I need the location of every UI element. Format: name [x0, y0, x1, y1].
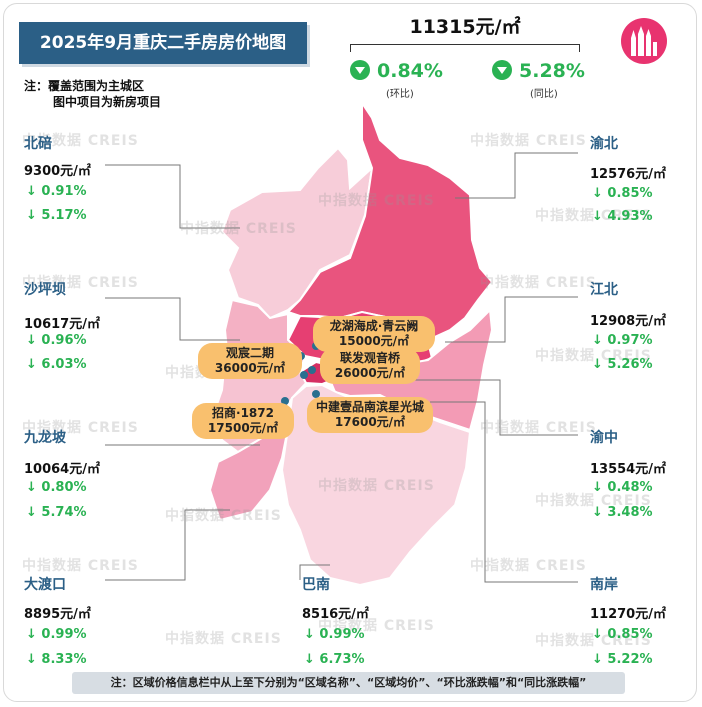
district-mom-yubei: ↓ 0.85% — [592, 186, 653, 201]
project-label-guanchen[interactable]: 观宸二期 36000元/㎡ — [198, 343, 302, 379]
avg-bracket — [350, 44, 580, 52]
project-label-lianfa[interactable]: 联发观音桥 26000元/㎡ — [320, 348, 420, 384]
district-yoy-jiangbei: ↓ 5.26% — [592, 357, 653, 372]
scope-note-line2: 图中项目为新房项目 — [53, 95, 162, 109]
district-price-jiangbei: 12908元/㎡ — [590, 314, 666, 329]
district-mom-jiangbei: ↓ 0.97% — [592, 333, 653, 348]
district-price-yuzhong: 13554元/㎡ — [590, 462, 666, 477]
district-mom-shapingba: ↓ 0.96% — [26, 333, 87, 348]
project-price: 17500元/㎡ — [207, 421, 279, 435]
watermark: 中指数据 CREIS — [535, 633, 652, 649]
project-price: 36000元/㎡ — [214, 361, 286, 375]
project-label-longhu[interactable]: 龙湖海成·青云阙 15000元/㎡ — [313, 316, 435, 352]
watermark: 中指数据 CREIS — [165, 508, 282, 524]
district-mom-jiulongpo: ↓ 0.80% — [26, 480, 87, 495]
overall-yoy-label: (同比) — [530, 89, 558, 100]
project-name: 龙湖海成·青云阙 — [329, 319, 419, 333]
project-name: 联发观音桥 — [339, 351, 400, 365]
project-price: 26000元/㎡ — [334, 366, 406, 380]
district-yoy-nanan: ↓ 5.22% — [592, 652, 653, 667]
district-name-jiangbei: 江北 — [590, 282, 618, 298]
district-name-yuzhong: 渝中 — [590, 430, 618, 446]
scope-note-line1: 注：覆盖范围为主城区 — [24, 79, 145, 93]
project-price: 17600元/㎡ — [334, 415, 406, 429]
district-yoy-yubei: ↓ 4.93% — [592, 209, 653, 224]
district-mom-dadukou: ↓ 0.99% — [26, 627, 87, 642]
region-beibei[interactable] — [220, 146, 374, 320]
district-yoy-dadukou: ↓ 8.33% — [26, 652, 87, 667]
footer-note: 注：区域价格信息栏中从上至下分别为“区域名称”、“区域均价”、“环比涨跌幅”和“… — [72, 672, 625, 694]
district-price-shapingba: 10617元/㎡ — [24, 317, 100, 332]
down-triangle-circle-icon — [492, 60, 512, 80]
district-yoy-beibei: ↓ 5.17% — [26, 208, 87, 223]
project-price: 15000元/㎡ — [338, 334, 410, 348]
project-name: 招商·1872 — [212, 406, 274, 420]
district-price-beibei: 9300元/㎡ — [24, 164, 91, 179]
district-name-shapingba: 沙坪坝 — [24, 282, 66, 298]
project-name: 中建壹品南滨星光城 — [315, 400, 424, 414]
district-price-dadukou: 8895元/㎡ — [24, 607, 91, 622]
watermark: 中指数据 CREIS — [480, 420, 597, 436]
scope-note: 注：覆盖范围为主城区 图中项目为新房项目 — [24, 78, 161, 110]
district-yoy-yuzhong: ↓ 3.48% — [592, 505, 653, 520]
watermark: 中指数据 CREIS — [180, 221, 297, 237]
district-mom-yuzhong: ↓ 0.48% — [592, 480, 653, 495]
region-banan[interactable] — [280, 383, 472, 587]
district-name-banan: 巴南 — [302, 577, 330, 593]
district-mom-banan: ↓ 0.99% — [304, 627, 365, 642]
district-yoy-jiulongpo: ↓ 5.74% — [26, 505, 87, 520]
watermark: 中指数据 CREIS — [318, 478, 435, 494]
overall-avg-price: 11315元/㎡ — [409, 16, 521, 38]
watermark: 中指数据 CREIS — [165, 631, 282, 647]
watermark: 中指数据 CREIS — [22, 558, 139, 574]
outer-frame — [3, 3, 697, 702]
district-name-yubei: 渝北 — [590, 136, 618, 152]
overall-mom-label: (环比) — [386, 89, 414, 100]
city-skyline-icon — [621, 18, 667, 64]
watermark: 中指数据 CREIS — [535, 348, 652, 364]
marker-zhongjian[interactable] — [312, 390, 320, 398]
district-yoy-banan: ↓ 6.73% — [304, 652, 365, 667]
district-mom-nanan: ↓ 0.85% — [592, 627, 653, 642]
project-label-zhaoshang[interactable]: 招商·1872 17500元/㎡ — [192, 403, 294, 439]
page-title: 2025年9月重庆二手房房价地图 — [19, 22, 307, 64]
project-label-zhongjian[interactable]: 中建壹品南滨星光城 17600元/㎡ — [307, 397, 433, 433]
watermark: 中指数据 CREIS — [318, 193, 435, 209]
marker-lianfa[interactable] — [308, 366, 316, 374]
district-name-jiulongpo: 九龙坡 — [24, 430, 66, 446]
watermark: 中指数据 CREIS — [535, 493, 652, 509]
watermark: 中指数据 CREIS — [535, 208, 652, 224]
overall-mom-value: 0.84% — [377, 60, 443, 82]
district-price-nanan: 11270元/㎡ — [590, 607, 666, 622]
district-name-beibei: 北碚 — [24, 136, 52, 152]
watermark: 中指数据 CREIS — [22, 133, 139, 149]
marker-yuzhong-center[interactable] — [300, 371, 308, 379]
district-yoy-shapingba: ↓ 6.03% — [26, 357, 87, 372]
overall-mom: 0.84% — [350, 60, 443, 82]
district-price-jiulongpo: 10064元/㎡ — [24, 462, 100, 477]
leader-lines — [105, 152, 578, 583]
overall-yoy: 5.28% — [492, 60, 585, 82]
watermark: 中指数据 CREIS — [318, 618, 435, 634]
project-name: 观宸二期 — [225, 346, 274, 360]
watermark: 中指数据 CREIS — [470, 133, 587, 149]
district-price-banan: 8516元/㎡ — [302, 607, 369, 622]
district-name-nanan: 南岸 — [590, 577, 618, 593]
overall-yoy-value: 5.28% — [519, 60, 585, 82]
district-mom-beibei: ↓ 0.91% — [26, 184, 87, 199]
district-name-dadukou: 大渡口 — [24, 577, 66, 593]
watermark: 中指数据 CREIS — [22, 275, 139, 291]
watermark: 中指数据 CREIS — [22, 420, 139, 436]
watermark: 中指数据 CREIS — [470, 558, 587, 574]
district-price-yubei: 12576元/㎡ — [590, 167, 666, 182]
down-triangle-circle-icon — [350, 60, 370, 80]
watermark: 中指数据 CREIS — [480, 275, 597, 291]
